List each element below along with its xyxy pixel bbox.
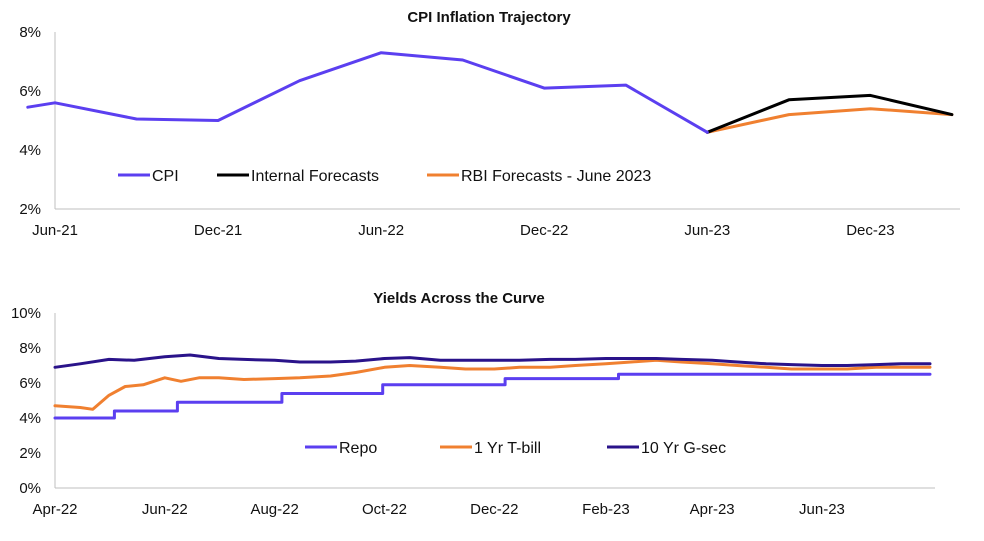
cpi-chart: CPI Inflation Trajectory 2% 4% 6% 8% Jun-21… — [19, 9, 960, 239]
yields-chart: Yields Across the Curve 0% 2% 4% 6% 8% 10% Ap… — [11, 290, 935, 518]
legend-label-repo: Repo — [339, 440, 377, 457]
x-tick-label: Dec-22 — [520, 222, 568, 239]
x-tick-label: Apr-23 — [690, 501, 735, 518]
x-tick-label: Apr-22 — [32, 501, 77, 518]
y-tick-label: 2% — [19, 201, 41, 218]
y-tick-label: 6% — [19, 375, 41, 392]
series-line-repo — [53, 372, 932, 420]
series-line-10-yr-g-sec — [53, 353, 932, 369]
x-tick-label: Feb-23 — [582, 501, 630, 518]
y-tick-label: 8% — [19, 24, 41, 41]
y-tick-label: 8% — [19, 340, 41, 357]
x-tick-label: Jun-21 — [32, 222, 78, 239]
y-tick-label: 4% — [19, 410, 41, 427]
legend: CPI Internal Forecasts RBI Forecasts - Jun… — [118, 168, 651, 185]
series-line-1-yr-t-bill — [53, 358, 932, 411]
x-tick-label: Jun-23 — [799, 501, 845, 518]
y-tick-label: 4% — [19, 142, 41, 159]
legend-label-1-yr-t-bill: 1 Yr T-bill — [474, 440, 541, 457]
x-tick-label: Jun-23 — [684, 222, 730, 239]
legend: Repo 1 Yr T-bill 10 Yr G-sec — [305, 440, 726, 457]
y-tick-label: 6% — [19, 83, 41, 100]
legend-label-rbi-forecasts-june-2023: RBI Forecasts - June 2023 — [461, 168, 651, 185]
x-tick-label: Dec-23 — [846, 222, 894, 239]
series-line-cpi — [26, 51, 709, 134]
x-tick-label: Jun-22 — [142, 501, 188, 518]
chart-title: CPI Inflation Trajectory — [407, 9, 571, 26]
legend-label-10-yr-g-sec: 10 Yr G-sec — [641, 440, 726, 457]
y-tick-label: 0% — [19, 480, 41, 497]
y-tick-label: 10% — [11, 305, 41, 322]
y-tick-label: 2% — [19, 445, 41, 462]
legend-label-cpi: CPI — [152, 168, 179, 185]
x-tick-label: Aug-22 — [250, 501, 298, 518]
x-tick-label: Dec-22 — [470, 501, 518, 518]
x-tick-label: Jun-22 — [358, 222, 404, 239]
series-line-rbi-forecasts-june-2023 — [705, 107, 954, 134]
chart-title: Yields Across the Curve — [373, 290, 544, 307]
x-tick-label: Oct-22 — [362, 501, 407, 518]
x-tick-label: Dec-21 — [194, 222, 242, 239]
legend-label-internal-forecasts: Internal Forecasts — [251, 168, 379, 185]
series-line-internal-forecasts — [705, 93, 954, 134]
